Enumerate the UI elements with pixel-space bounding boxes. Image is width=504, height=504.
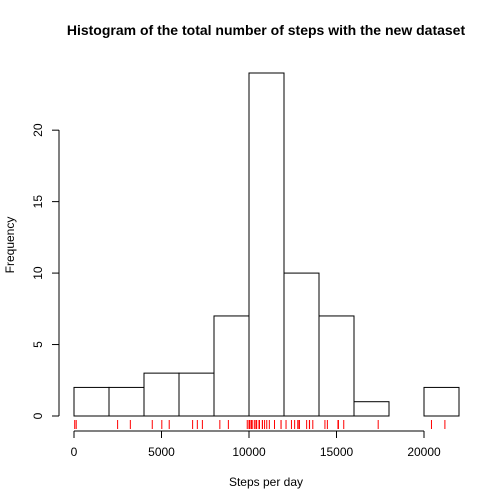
bars-group <box>73 72 460 417</box>
histogram-bar <box>73 386 110 417</box>
histogram-bar <box>318 315 355 417</box>
x-tick-label: 20000 <box>407 445 441 459</box>
histogram-bar <box>143 372 180 417</box>
x-tick-label: 15000 <box>320 445 354 459</box>
y-tick-label: 10 <box>31 266 45 280</box>
histogram-bar <box>423 386 460 417</box>
histogram-bar <box>248 72 285 417</box>
x-axis: 0 5000 10000 15000 20000 <box>71 430 441 459</box>
chart-title: Histogram of the total number of steps w… <box>67 22 466 38</box>
x-tick-label: 0 <box>71 445 78 459</box>
y-tick-label: 15 <box>31 195 45 209</box>
x-tick-label: 10000 <box>232 445 266 459</box>
histogram-bar <box>283 272 320 417</box>
x-tick-label: 5000 <box>148 445 175 459</box>
histogram-bar <box>353 401 390 417</box>
y-tick-label: 5 <box>31 341 45 348</box>
y-tick-label: 0 <box>31 412 45 419</box>
histogram-bar <box>213 315 250 417</box>
y-axis-label: Frequency <box>3 217 17 274</box>
y-axis: 0 5 10 15 20 <box>31 123 60 419</box>
y-tick-label: 20 <box>31 123 45 137</box>
histogram-bar <box>108 386 145 417</box>
x-axis-label: Steps per day <box>229 475 303 489</box>
histogram-bar <box>178 372 215 417</box>
rug-group <box>74 420 446 429</box>
